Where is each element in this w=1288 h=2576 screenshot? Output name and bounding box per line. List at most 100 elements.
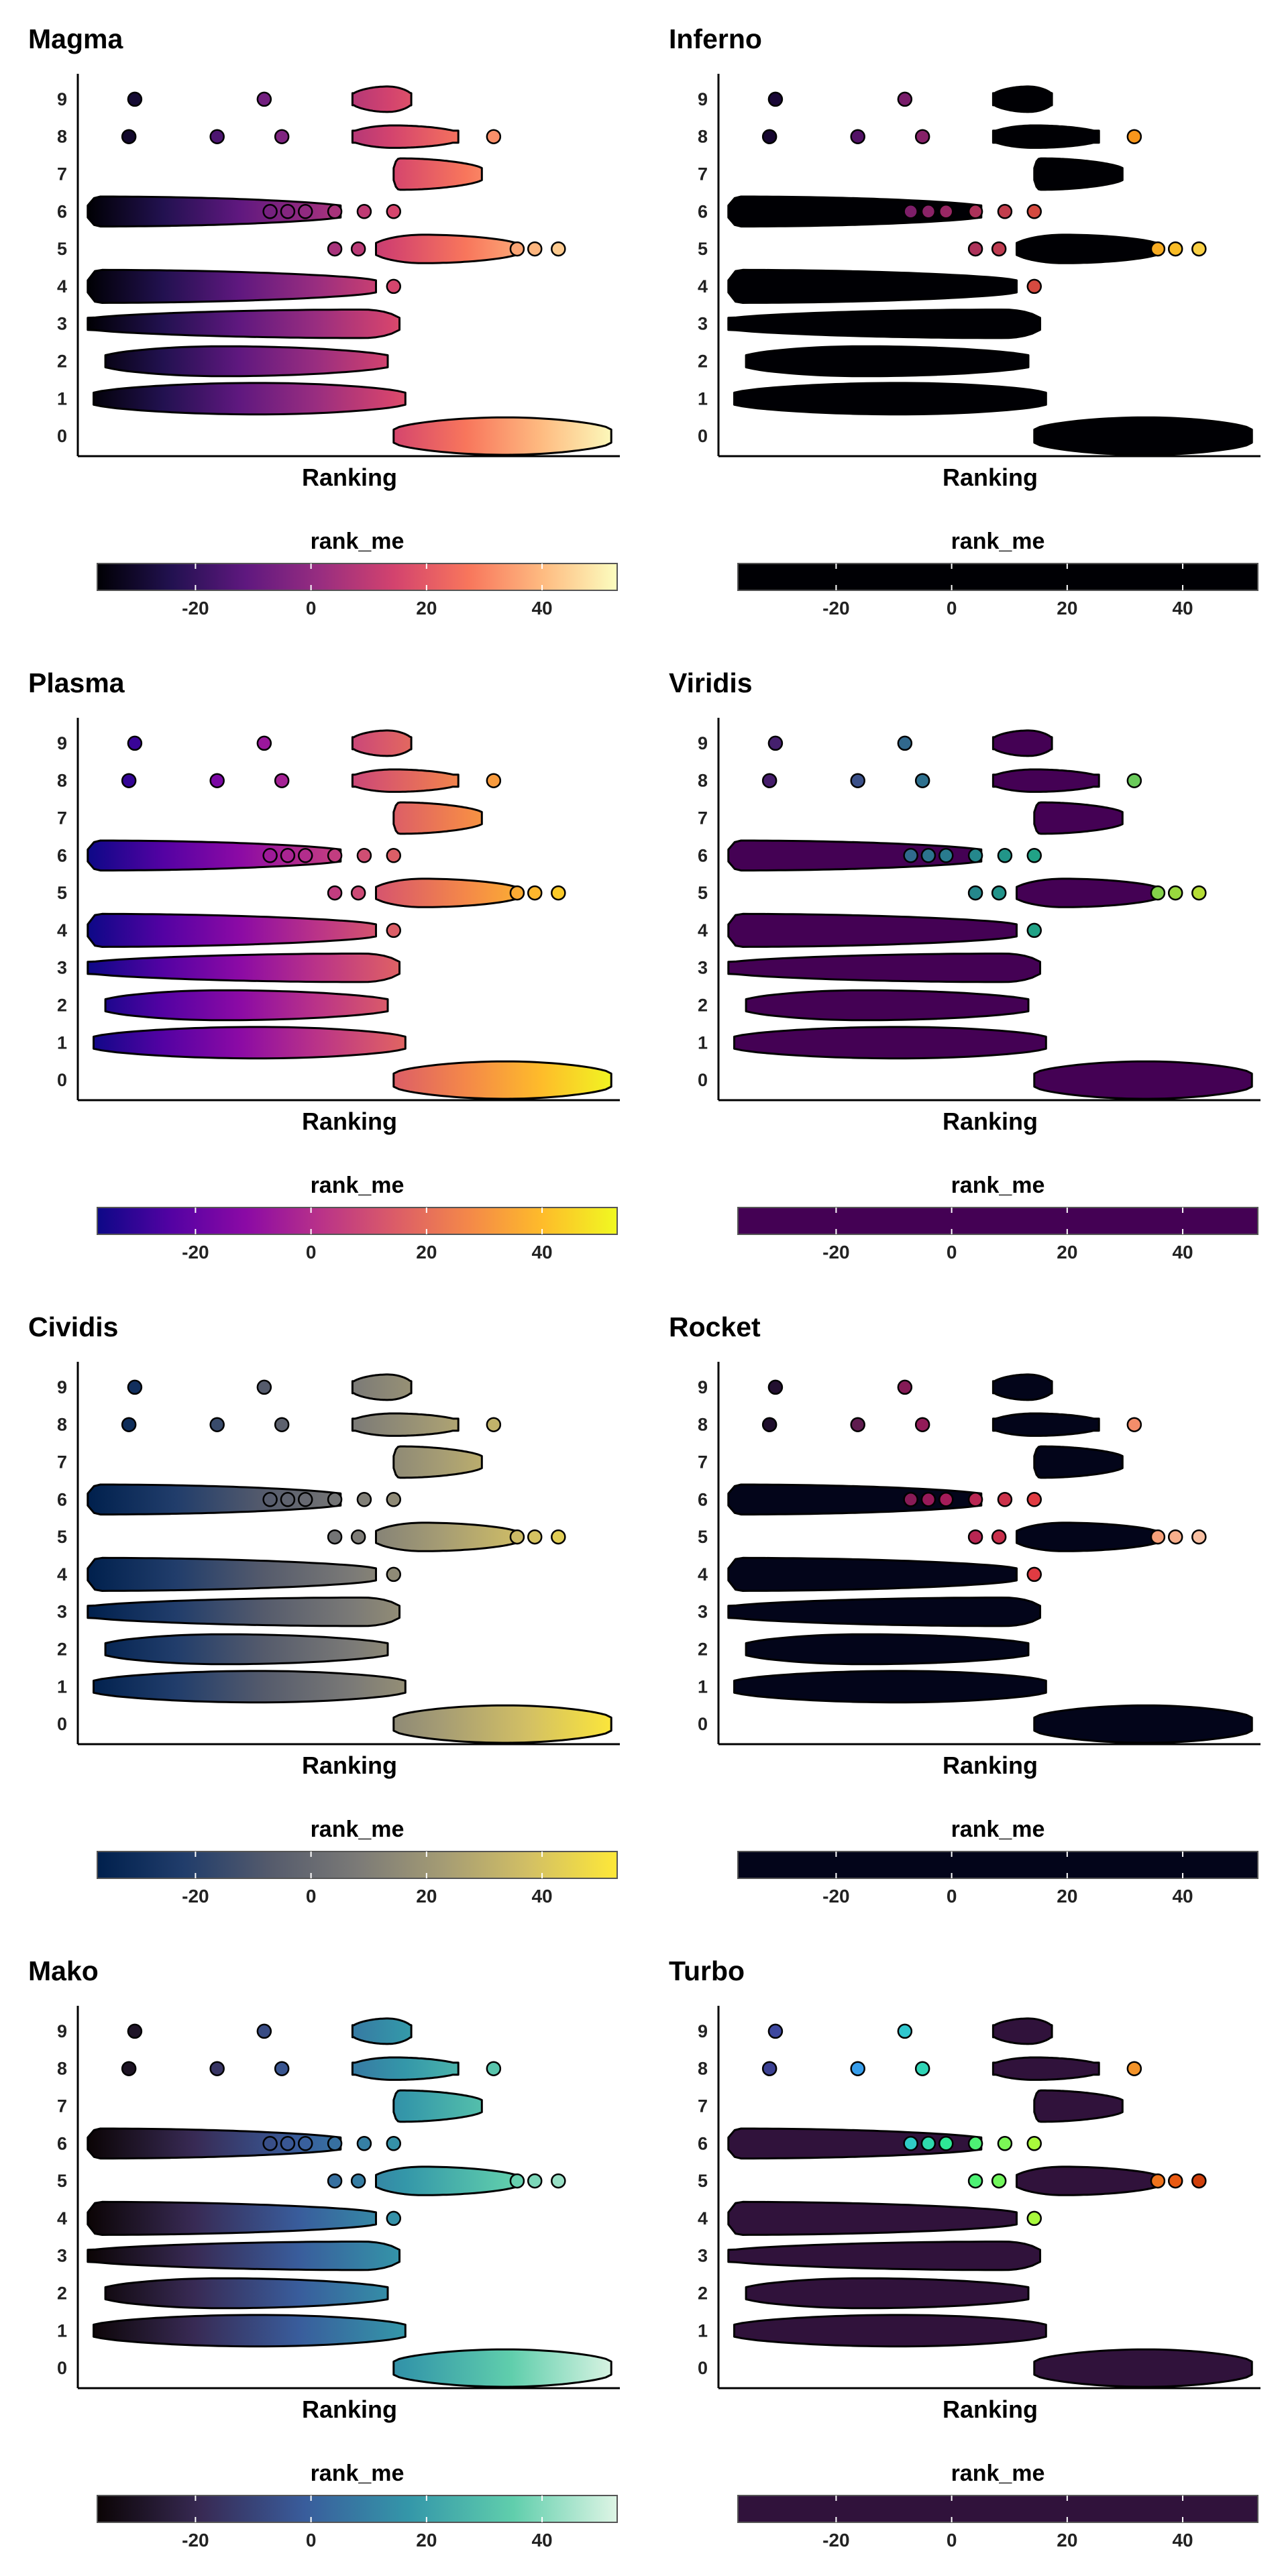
legend-tick-label: 20 <box>1057 598 1077 619</box>
swarm-group-3 <box>87 953 401 983</box>
legend-tick-label: -20 <box>182 598 209 619</box>
swarm-group-5 <box>1015 233 1159 264</box>
swarm-point <box>297 2136 313 2151</box>
swarm-point <box>297 204 313 219</box>
panel-title: Magma <box>28 23 123 54</box>
y-tick-label: 9 <box>698 2021 708 2041</box>
legend-colorbar <box>97 1207 618 1235</box>
swarm-group-0 <box>1033 416 1253 456</box>
swarm-point <box>551 241 566 257</box>
y-tick-label: 1 <box>57 1032 67 1053</box>
swarm-point <box>1191 1529 1207 1545</box>
swarm-group-2 <box>104 989 389 1022</box>
swarm-group-8 <box>991 124 1100 149</box>
swarm-group-1 <box>733 382 1047 416</box>
swarm-group-1 <box>93 2314 407 2348</box>
y-tick-label: 9 <box>57 733 67 753</box>
swarm-group-7 <box>392 1445 483 1479</box>
swarm-group-8 <box>351 2056 460 2081</box>
legend-title: rank_me <box>951 2461 1045 2486</box>
y-tick-label: 4 <box>57 1564 67 1585</box>
swarm-point <box>767 91 784 107</box>
y-tick-label: 9 <box>698 89 708 109</box>
y-tick-label: 3 <box>57 314 67 334</box>
swarm-group-4 <box>87 1556 377 1592</box>
swarm-group-2 <box>745 989 1030 1022</box>
swarm-point <box>991 885 1007 901</box>
swarm-point <box>274 2061 290 2076</box>
y-tick-label: 7 <box>698 808 708 828</box>
legend-tick-label: 20 <box>416 1886 437 1907</box>
y-tick-label: 2 <box>698 996 708 1016</box>
legend-tick-label: 40 <box>531 2530 552 2551</box>
swarm-point <box>551 885 566 901</box>
panel-title: Plasma <box>28 667 125 698</box>
swarm-point <box>509 241 525 257</box>
swarm-group-1 <box>733 1670 1047 1704</box>
swarm-point <box>327 1529 343 1545</box>
legend-tick-label: -20 <box>822 1242 849 1263</box>
swarm-point <box>327 204 343 219</box>
swarm-point <box>386 204 402 219</box>
swarm-group-8 <box>991 2056 1100 2081</box>
swarm-point <box>350 2173 366 2189</box>
y-tick-label: 8 <box>57 2059 67 2079</box>
swarm-point <box>327 2173 343 2189</box>
y-tick-label: 1 <box>57 2320 67 2341</box>
swarm-point <box>967 241 983 257</box>
swarm-point <box>1126 1417 1142 1432</box>
swarm-point <box>1026 1566 1042 1582</box>
x-axis-title: Ranking <box>302 1752 397 1779</box>
y-tick-label: 0 <box>57 2358 67 2378</box>
y-tick-label: 8 <box>698 1415 708 1435</box>
y-tick-label: 8 <box>698 127 708 147</box>
legend-tick-label: -20 <box>182 1886 209 1907</box>
y-tick-label: 0 <box>57 426 67 446</box>
swarm-point <box>527 1529 543 1545</box>
legend-tick-label: 20 <box>1057 1886 1077 1907</box>
swarm-point <box>967 1492 983 1507</box>
swarm-point <box>938 204 954 219</box>
y-tick-label: 1 <box>57 388 67 409</box>
y-tick-label: 0 <box>698 1070 708 1090</box>
swarm-group-7 <box>1033 157 1124 191</box>
swarm-point <box>551 1529 566 1545</box>
y-tick-label: 7 <box>57 2096 67 2116</box>
y-tick-label: 0 <box>57 1714 67 1734</box>
legend-colorbar <box>97 563 618 591</box>
y-tick-label: 8 <box>57 1415 67 1435</box>
y-tick-label: 3 <box>698 314 708 334</box>
legend-tick-label: 20 <box>416 598 437 619</box>
swarm-point <box>386 848 402 863</box>
swarm-point <box>967 2136 983 2151</box>
y-tick-label: 6 <box>57 2133 67 2153</box>
swarm-point <box>327 1492 343 1507</box>
y-tick-label: 8 <box>698 2059 708 2079</box>
y-tick-label: 2 <box>57 1640 67 1660</box>
x-axis-title: Ranking <box>302 464 397 491</box>
swarm-point <box>997 2136 1013 2151</box>
y-tick-label: 2 <box>57 996 67 1016</box>
swarm-group-5 <box>1015 2165 1159 2196</box>
swarm-group-8 <box>351 124 460 149</box>
swarm-group-3 <box>87 309 401 339</box>
y-tick-label: 4 <box>698 2208 708 2229</box>
y-tick-label: 3 <box>57 2246 67 2266</box>
x-axis-title: Ranking <box>943 464 1038 491</box>
swarm-point <box>262 848 278 863</box>
swarm-group-4 <box>87 2200 377 2236</box>
swarm-point <box>1191 241 1207 257</box>
swarm-point <box>938 2136 954 2151</box>
swarm-point <box>280 204 296 219</box>
swarm-point <box>280 848 296 863</box>
panel-magma: Magma 0 1 2 3 4 5 6 7 8 9 Ranking rank_me -20 0 20 40 <box>28 23 620 619</box>
swarm-point <box>1126 773 1142 788</box>
swarm-point <box>256 1379 272 1395</box>
swarm-point <box>1167 241 1183 257</box>
legend-tick-label: 0 <box>947 598 957 619</box>
y-tick-label: 5 <box>57 239 67 259</box>
y-tick-label: 4 <box>698 276 708 297</box>
swarm-group-5 <box>374 233 519 264</box>
swarm-point <box>527 2173 543 2189</box>
